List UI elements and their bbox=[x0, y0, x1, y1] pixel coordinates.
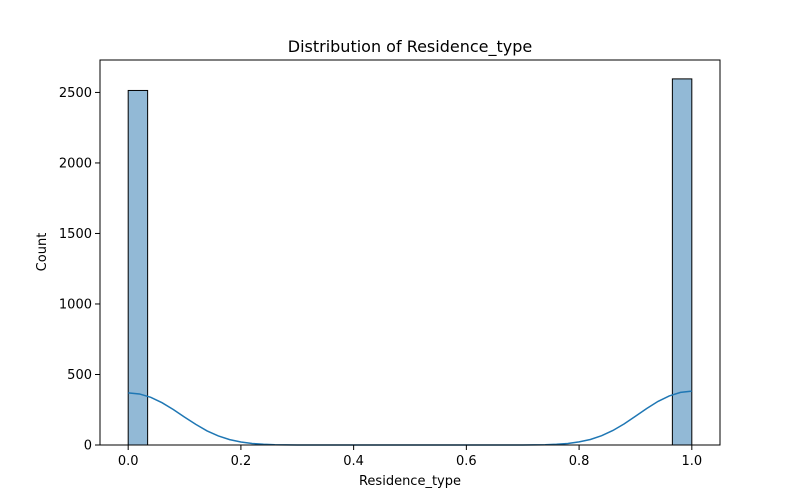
y-tick-label: 2500 bbox=[59, 86, 92, 101]
y-tick-label: 500 bbox=[67, 368, 92, 383]
x-tick-label: 0.4 bbox=[343, 454, 364, 469]
y-tick-label: 1500 bbox=[59, 227, 92, 242]
x-tick-label: 0.6 bbox=[456, 454, 477, 469]
x-tick-label: 0.2 bbox=[231, 454, 252, 469]
x-tick-label: 0.0 bbox=[118, 454, 139, 469]
x-axis: 0.0 0.2 0.4 0.6 0.8 1.0 bbox=[118, 445, 702, 469]
x-tick-label: 1.0 bbox=[681, 454, 702, 469]
bars-layer bbox=[127, 78, 693, 446]
y-tick-label: 0 bbox=[84, 439, 92, 454]
histogram-bar-0 bbox=[127, 89, 149, 446]
y-axis-label: Count bbox=[35, 233, 50, 272]
kde-line bbox=[128, 390, 692, 446]
x-tick-label: 0.8 bbox=[569, 454, 590, 469]
histogram-bar-1 bbox=[671, 78, 693, 446]
plot-frame bbox=[99, 59, 721, 446]
x-axis-label: Residence_type bbox=[359, 474, 461, 489]
y-tick-label: 2000 bbox=[59, 156, 92, 171]
chart-title: Distribution of Residence_type bbox=[288, 37, 532, 57]
kde-layer bbox=[128, 390, 692, 446]
y-axis: 0 500 1000 1500 2000 2500 bbox=[59, 86, 100, 454]
y-tick-label: 1000 bbox=[59, 297, 92, 312]
